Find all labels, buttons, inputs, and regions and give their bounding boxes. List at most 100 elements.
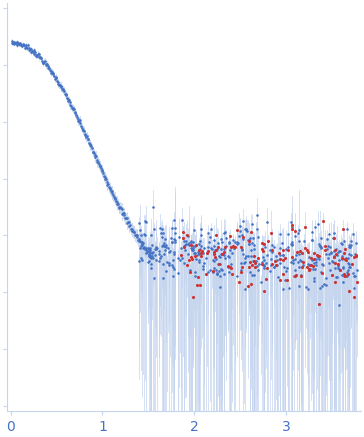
Point [122,215,128,222]
Point [296,229,301,236]
Point [316,301,321,308]
Point [331,247,337,254]
Point [75,117,81,124]
Point [36,51,41,58]
Point [112,194,118,201]
Point [159,233,165,240]
Point [142,245,148,252]
Point [143,250,149,257]
Point [91,150,97,157]
Point [264,264,270,271]
Point [340,278,346,285]
Point [277,255,283,262]
Point [215,243,221,250]
Point [171,251,177,258]
Point [40,60,46,67]
Point [296,282,302,289]
Point [292,255,298,262]
Point [68,102,74,109]
Point [293,252,299,259]
Point [250,220,256,227]
Point [312,277,317,284]
Point [197,246,203,253]
Point [304,247,310,254]
Point [333,245,339,252]
Point [316,240,322,247]
Point [122,212,127,218]
Point [127,222,133,229]
Point [282,277,288,284]
Point [267,268,273,275]
Point [173,237,178,244]
Point [42,57,48,64]
Point [320,218,326,225]
Point [333,274,339,281]
Point [297,257,302,264]
Point [272,243,277,250]
Point [285,243,291,250]
Point [305,248,310,255]
Point [220,251,226,258]
Point [247,234,253,241]
Point [289,226,295,233]
Point [316,253,322,260]
Point [345,271,351,277]
Point [136,238,142,245]
Point [120,209,126,216]
Point [272,264,277,271]
Point [344,273,350,280]
Point [43,60,48,67]
Point [335,262,341,269]
Point [245,283,251,290]
Point [255,255,261,262]
Point [45,63,51,70]
Point [48,67,54,74]
Point [30,49,36,55]
Point [282,245,288,252]
Point [307,265,313,272]
Point [68,102,74,109]
Point [351,294,356,301]
Point [284,276,290,283]
Point [241,259,246,266]
Point [95,159,100,166]
Point [318,243,324,250]
Point [201,259,207,266]
Point [78,123,84,130]
Point [232,244,237,251]
Point [256,261,262,268]
Point [316,256,322,263]
Point [271,263,277,270]
Point [185,232,191,239]
Point [306,266,312,273]
Point [204,250,210,257]
Point [325,254,331,261]
Point [289,241,295,248]
Point [218,250,224,257]
Point [347,264,353,271]
Point [222,228,228,235]
Point [125,218,131,225]
Point [328,250,333,257]
Point [51,70,56,77]
Point [191,273,197,280]
Point [340,264,346,271]
Point [219,239,225,246]
Point [63,91,68,98]
Point [285,247,291,254]
Point [289,221,294,228]
Point [340,241,345,248]
Point [230,237,236,244]
Point [205,229,211,236]
Point [221,271,227,278]
Point [158,225,163,232]
Point [226,239,232,246]
Point [337,248,343,255]
Point [281,264,287,271]
Point [346,242,352,249]
Point [339,272,345,279]
Point [72,110,78,117]
Point [111,194,117,201]
Point [234,239,240,246]
Point [355,267,360,274]
